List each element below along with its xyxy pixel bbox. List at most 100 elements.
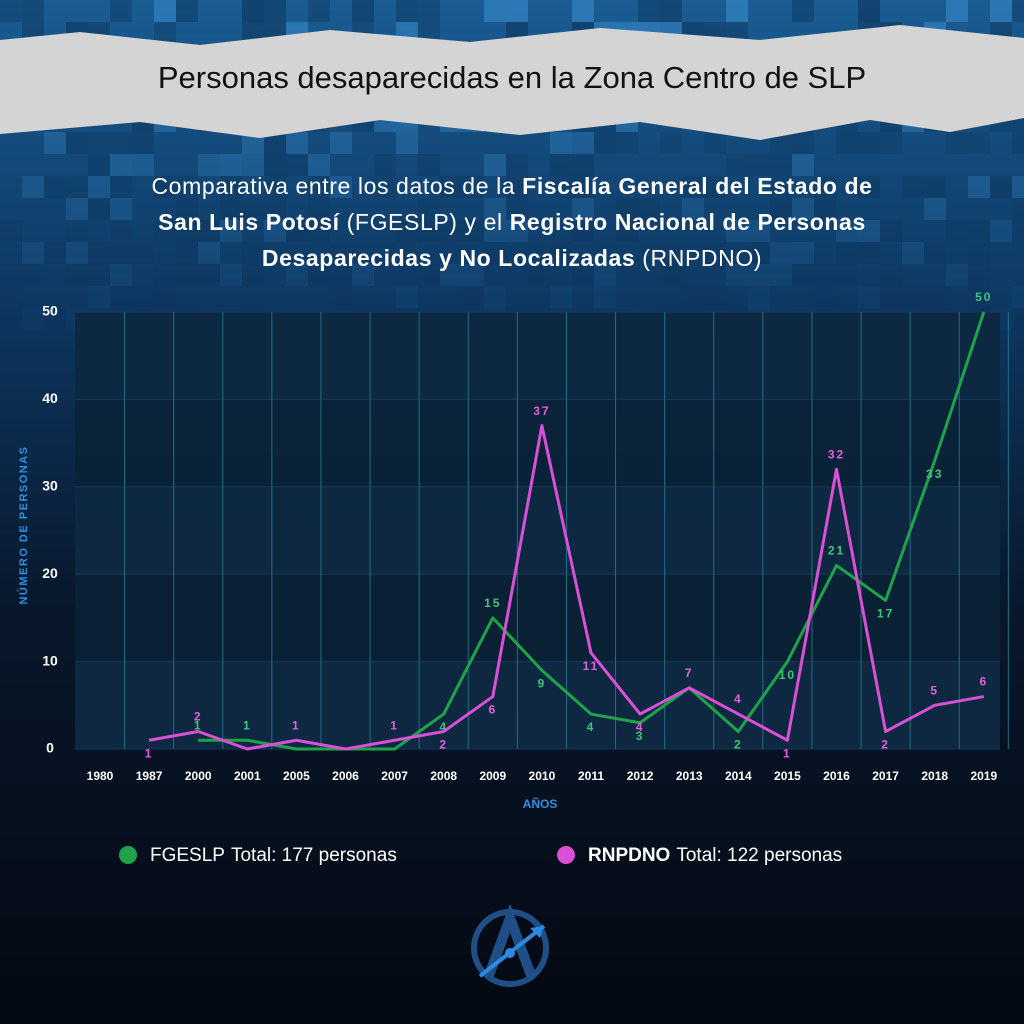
pixel [110, 286, 132, 308]
pixel [264, 198, 286, 220]
pixel [242, 0, 264, 22]
pixel [968, 132, 990, 154]
pixel [440, 264, 462, 286]
data-label: 1 [292, 718, 301, 732]
pixel [660, 0, 682, 22]
pixel [968, 264, 990, 286]
pixel [704, 176, 726, 198]
pixel [792, 264, 814, 286]
x-tick-label: 2011 [578, 769, 604, 783]
subtitle-part: Comparativa entre los datos de la [151, 173, 522, 199]
data-label: 4 [734, 692, 743, 706]
pixel [594, 132, 616, 154]
pixel [0, 264, 22, 286]
data-label: 2 [734, 738, 743, 752]
legend-entry: RNPDNO Total: 122 personas [588, 845, 842, 866]
pixel [44, 132, 66, 154]
pixel [770, 264, 792, 286]
x-tick-label: 2016 [823, 769, 850, 783]
data-label: 6 [488, 703, 497, 717]
pixel [1012, 176, 1024, 198]
pixel [484, 154, 506, 176]
pixel [66, 264, 88, 286]
pixel [374, 176, 396, 198]
pixel [572, 132, 594, 154]
pixel [374, 154, 396, 176]
pixel [814, 264, 836, 286]
pixel [176, 242, 198, 264]
pixel [682, 286, 704, 308]
pixel [110, 132, 132, 154]
data-label: 15 [484, 596, 501, 610]
pixel [814, 286, 836, 308]
x-tick-label: 1980 [87, 769, 114, 783]
legend-name: RNPDNO [588, 845, 670, 866]
pixel [1012, 0, 1024, 22]
pixel [528, 264, 550, 286]
y-tick-label: 20 [42, 565, 58, 581]
pixel [462, 220, 484, 242]
x-tick-label: 2005 [283, 769, 310, 783]
pixel [836, 132, 858, 154]
x-tick-label: 2018 [921, 769, 948, 783]
pixel [726, 0, 748, 22]
logo [471, 903, 549, 987]
chart-title: Personas desaparecidas en la Zona Centro… [158, 60, 866, 95]
x-tick-label: 2007 [381, 769, 408, 783]
pixel [154, 220, 176, 242]
pixel [968, 242, 990, 264]
pixel [572, 198, 594, 220]
subtitle-part: San Luis Potosí [158, 209, 341, 235]
pixel [176, 176, 198, 198]
pixel [506, 0, 528, 22]
x-tick-label: 2013 [676, 769, 703, 783]
pixel [924, 242, 946, 264]
x-tick-label: 2010 [529, 769, 556, 783]
pixel [748, 242, 770, 264]
pixel [792, 242, 814, 264]
data-label: 2 [439, 738, 448, 752]
pixel [968, 286, 990, 308]
pixel [594, 286, 616, 308]
paper-strip [0, 25, 1024, 140]
pixel [572, 0, 594, 22]
pixel [66, 242, 88, 264]
y-tick-label: 30 [42, 478, 58, 494]
pixel [286, 220, 308, 242]
pixel [330, 286, 352, 308]
pixel [616, 132, 638, 154]
pixel [22, 308, 44, 330]
pixel [594, 264, 616, 286]
pixel [0, 308, 22, 330]
pixel [748, 264, 770, 286]
pixel [770, 154, 792, 176]
grid-band [75, 661, 1000, 749]
pixel [704, 132, 726, 154]
pixel [660, 242, 682, 264]
legend-total: Total: 177 personas [231, 845, 397, 866]
data-label: 1 [145, 746, 154, 760]
pixel [814, 176, 836, 198]
pixel [44, 242, 66, 264]
data-label: 11 [583, 659, 600, 673]
pixel [154, 0, 176, 22]
series-line [198, 311, 986, 751]
pixel [396, 132, 418, 154]
data-label: 7 [685, 666, 694, 680]
pixel [198, 264, 220, 286]
pixel [748, 154, 770, 176]
pixel [264, 154, 286, 176]
pixel [418, 264, 440, 286]
pixel [132, 154, 154, 176]
x-tick-label: 2006 [332, 769, 359, 783]
data-label: 17 [877, 607, 894, 621]
subtitle: Comparativa entre los datos de la Fiscal… [151, 173, 871, 271]
data-label: 5 [930, 683, 939, 697]
pixel [770, 176, 792, 198]
pixel [176, 264, 198, 286]
pixel [990, 0, 1012, 22]
pixel [44, 176, 66, 198]
pixel [308, 176, 330, 198]
pixel [22, 176, 44, 198]
